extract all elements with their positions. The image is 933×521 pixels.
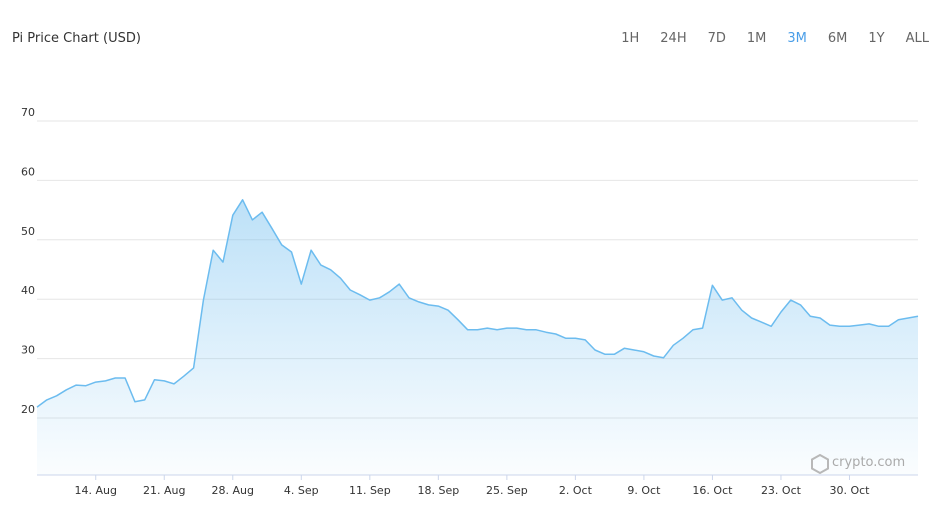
x-tick-label: 25. Sep	[486, 484, 528, 497]
x-tick-label: 30. Oct	[829, 484, 870, 497]
range-button[interactable]: 1Y	[868, 31, 885, 46]
watermark-logo	[811, 453, 829, 475]
x-tick-label: 11. Sep	[349, 484, 391, 497]
area-fill	[37, 199, 918, 476]
y-tick-label: 50	[21, 225, 35, 238]
range-button[interactable]: 7D	[707, 31, 726, 46]
range-button[interactable]: 6M	[827, 31, 848, 46]
range-button[interactable]: ALL	[905, 31, 929, 46]
range-button[interactable]: 3M	[787, 31, 807, 46]
x-tick-label: 4. Sep	[284, 484, 319, 497]
price-line	[36, 199, 919, 408]
y-tick-label: 20	[21, 403, 35, 416]
range-buttons: 1H 24H 7D 1M 3M 6M 1Y ALL	[600, 31, 929, 46]
y-tick-label: 30	[21, 344, 35, 357]
x-tick-label: 21. Aug	[143, 484, 185, 497]
y-tick-label: 60	[21, 165, 35, 178]
x-tick-label: 18. Sep	[417, 484, 459, 497]
x-tick-label: 2. Oct	[559, 484, 593, 497]
x-tick-label: 23. Oct	[761, 484, 802, 497]
x-tick-label: 28. Aug	[212, 484, 254, 497]
x-tick-label: 9. Oct	[627, 484, 661, 497]
range-button[interactable]: 24H	[660, 31, 687, 46]
x-tick-label: 16. Oct	[692, 484, 733, 497]
range-button[interactable]: 1H	[621, 31, 640, 46]
watermark: crypto.com	[811, 453, 905, 475]
range-button[interactable]: 1M	[746, 31, 767, 46]
y-tick-label: 40	[21, 284, 35, 297]
y-tick-label: 70	[21, 106, 35, 119]
chart-title: Pi Price Chart (USD)	[12, 31, 141, 46]
x-tick-label: 14. Aug	[74, 484, 116, 497]
watermark-text: crypto.com	[832, 455, 905, 470]
